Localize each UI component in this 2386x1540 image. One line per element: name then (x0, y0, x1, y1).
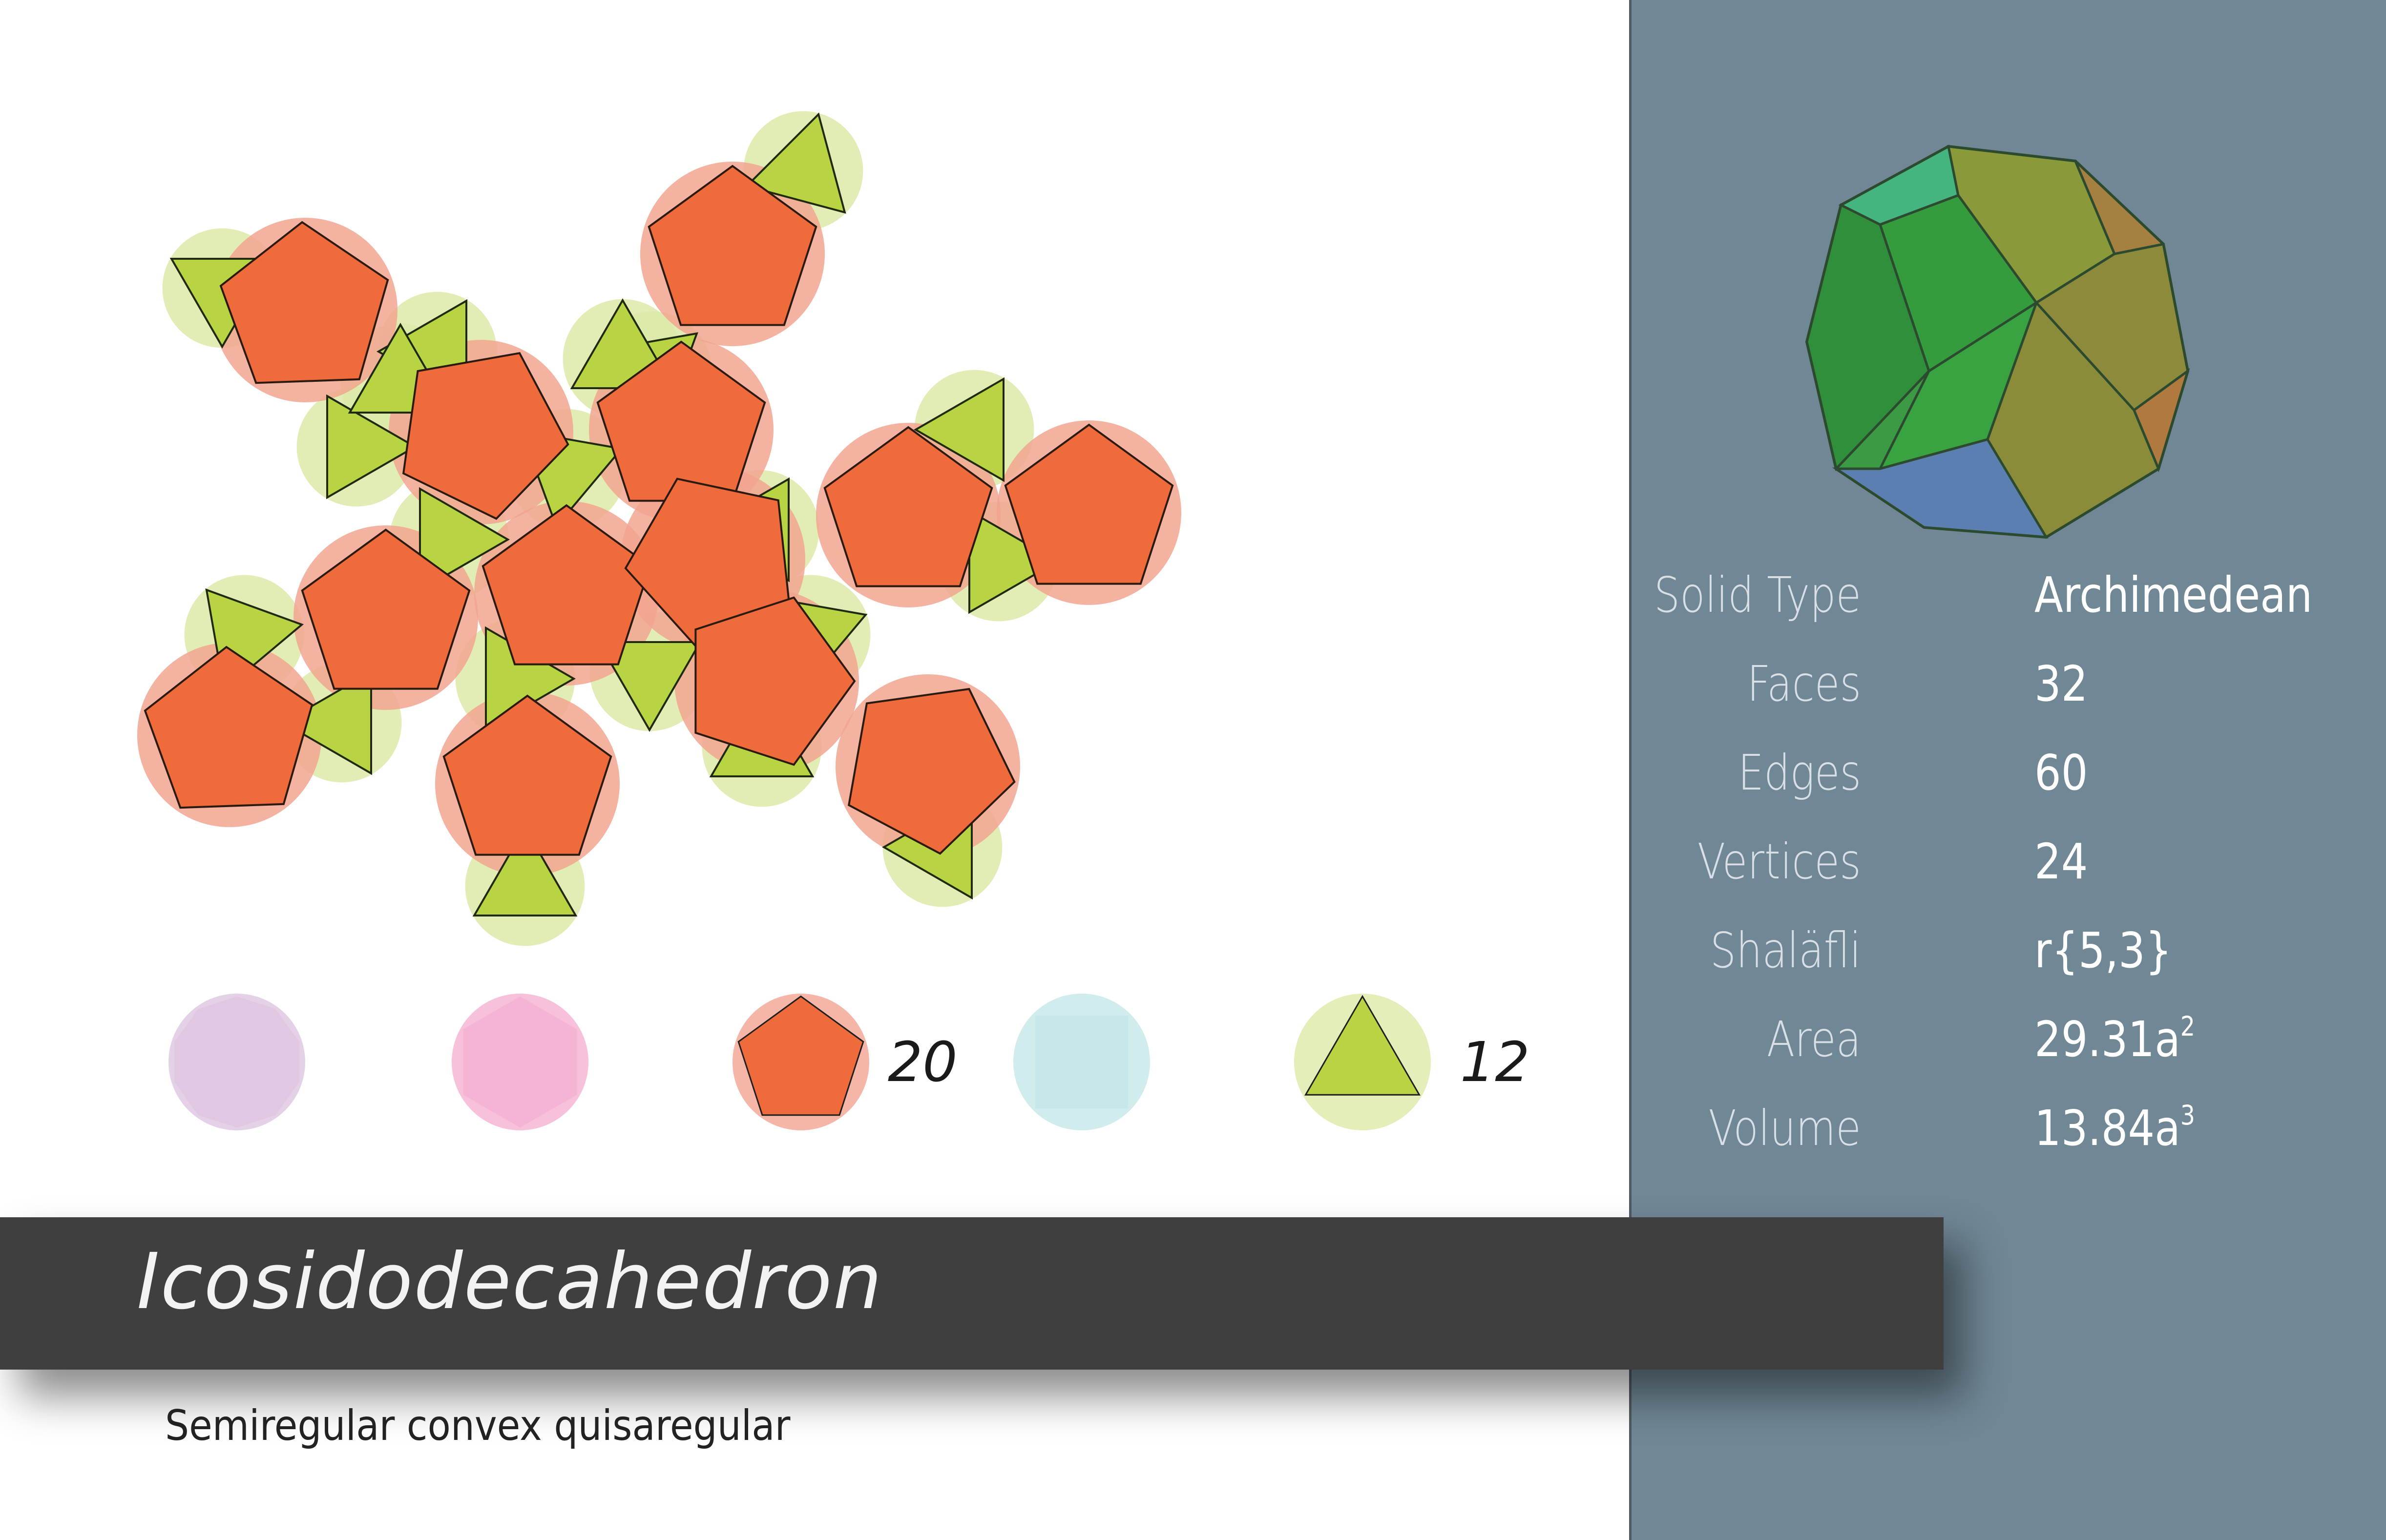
property-label: Faces (1747, 655, 1861, 712)
volume-value: 13.84a (2034, 1100, 2180, 1157)
polyhedron-3d-icon (1805, 145, 2190, 539)
property-value: 60 (2034, 744, 2088, 801)
property-value: 32 (2034, 655, 2088, 712)
pentagon-face (694, 596, 856, 766)
triangle-face (597, 641, 702, 732)
property-value: r{5,3} (2034, 922, 2172, 979)
property-volume: Volume 13.84a3 (1629, 1100, 2386, 1168)
hexagon-legend-icon (463, 996, 577, 1128)
property-label: Volume (1708, 1100, 1861, 1157)
property-label: Vertices (1697, 833, 1861, 890)
polyhedron-net (137, 111, 1181, 946)
triangle-face (913, 377, 1005, 482)
property-schlafli: Shaläfli r{5,3} (1629, 922, 2386, 990)
square-legend-icon (1035, 1016, 1128, 1108)
area-exponent: 2 (2180, 1011, 2196, 1042)
net-panel: 20 12 (137, 111, 1530, 1130)
pentagon-face (301, 528, 471, 690)
property-value: Archimedean (2034, 566, 2313, 624)
property-label: Solid Type (1653, 566, 1861, 624)
triangle-face (419, 487, 510, 592)
solid-classification: Semiregular convex quisaregular (165, 1401, 791, 1450)
pentagon-face (648, 165, 817, 326)
triangle-count: 12 (1460, 1031, 1530, 1094)
pentagon-legend-icon (737, 995, 864, 1116)
pentagon-face (1004, 423, 1174, 585)
property-label: Edges (1737, 744, 1861, 801)
pentagon-face (847, 687, 1016, 855)
property-label: Area (1766, 1011, 1861, 1068)
triangle-legend-icon (1304, 995, 1421, 1096)
pentagon-face (442, 694, 612, 856)
property-edges: Edges 60 (1629, 744, 2386, 812)
triangle-face (745, 112, 846, 214)
property-vertices: Vertices 24 (1629, 833, 2386, 901)
triangle-face (968, 509, 1060, 614)
solid-name: Icosidodecahedron (137, 1237, 883, 1327)
property-solid-type: Solid Type Archimedean (1629, 566, 2386, 635)
triangle-face (472, 825, 578, 916)
pentagon-count: 20 (888, 1031, 958, 1094)
volume-exponent: 3 (2180, 1100, 2196, 1131)
triangle-face (281, 670, 372, 775)
triangle-face (326, 394, 418, 499)
property-value: 29.31a2 (2034, 1011, 2195, 1068)
property-value: 13.84a3 (2034, 1100, 2195, 1157)
pentagon-face (144, 645, 314, 809)
face-legend (168, 994, 1431, 1130)
property-value: 24 (2034, 833, 2088, 890)
pentagon-face (402, 352, 569, 520)
property-faces: Faces 32 (1629, 655, 2386, 724)
decagon-legend-icon (174, 996, 299, 1128)
property-label: Shaläfli (1710, 922, 1861, 979)
title-bar: Icosidodecahedron (0, 1217, 1944, 1370)
property-area: Area 29.31a2 (1629, 1011, 2386, 1079)
pentagon-face (823, 426, 993, 587)
area-value: 29.31a (2034, 1011, 2180, 1068)
pentagon-face (219, 221, 389, 384)
